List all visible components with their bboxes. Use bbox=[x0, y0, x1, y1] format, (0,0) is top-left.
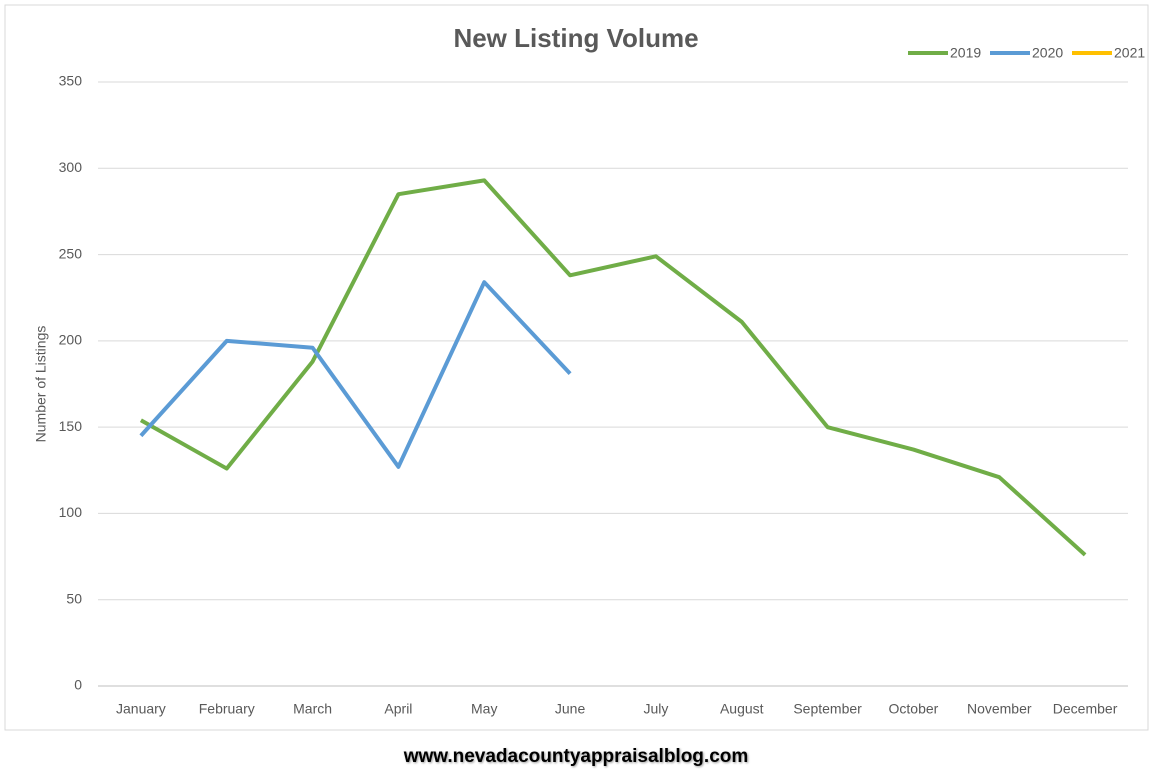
series-line bbox=[139, 280, 572, 469]
x-tick-label: March bbox=[293, 701, 332, 717]
x-tick-label: August bbox=[720, 701, 764, 717]
x-tick-label: July bbox=[643, 701, 668, 717]
x-tick-label: December bbox=[1053, 701, 1118, 717]
chart-title: New Listing Volume bbox=[453, 23, 698, 53]
legend-label: 2019 bbox=[950, 45, 981, 61]
y-tick-label: 50 bbox=[66, 590, 82, 606]
legend-label: 2021 bbox=[1114, 45, 1145, 61]
x-tick-label: April bbox=[384, 701, 412, 717]
x-tick-label: September bbox=[793, 701, 862, 717]
x-tick-label: October bbox=[889, 701, 939, 717]
chart-frame bbox=[4, 4, 1149, 731]
y-tick-label: 150 bbox=[59, 418, 83, 434]
y-tick-label: 350 bbox=[59, 73, 83, 89]
x-tick-label: February bbox=[199, 701, 255, 717]
y-tick-label: 250 bbox=[59, 245, 83, 261]
footer: www.nevadacountyappraisalblog.com bbox=[403, 746, 749, 767]
series-line bbox=[139, 178, 1087, 557]
y-tick-label: 0 bbox=[74, 677, 82, 693]
x-tick-label: May bbox=[471, 701, 497, 717]
x-tick-label: June bbox=[555, 701, 586, 717]
legend-label: 2020 bbox=[1032, 45, 1063, 61]
y-tick-label: 200 bbox=[59, 332, 83, 348]
y-tick-label: 300 bbox=[59, 159, 83, 175]
y-tick-label: 100 bbox=[59, 504, 83, 520]
x-tick-label: January bbox=[116, 701, 166, 717]
y-axis-label: Number of Listings bbox=[33, 326, 49, 443]
x-tick-label: November bbox=[967, 701, 1032, 717]
